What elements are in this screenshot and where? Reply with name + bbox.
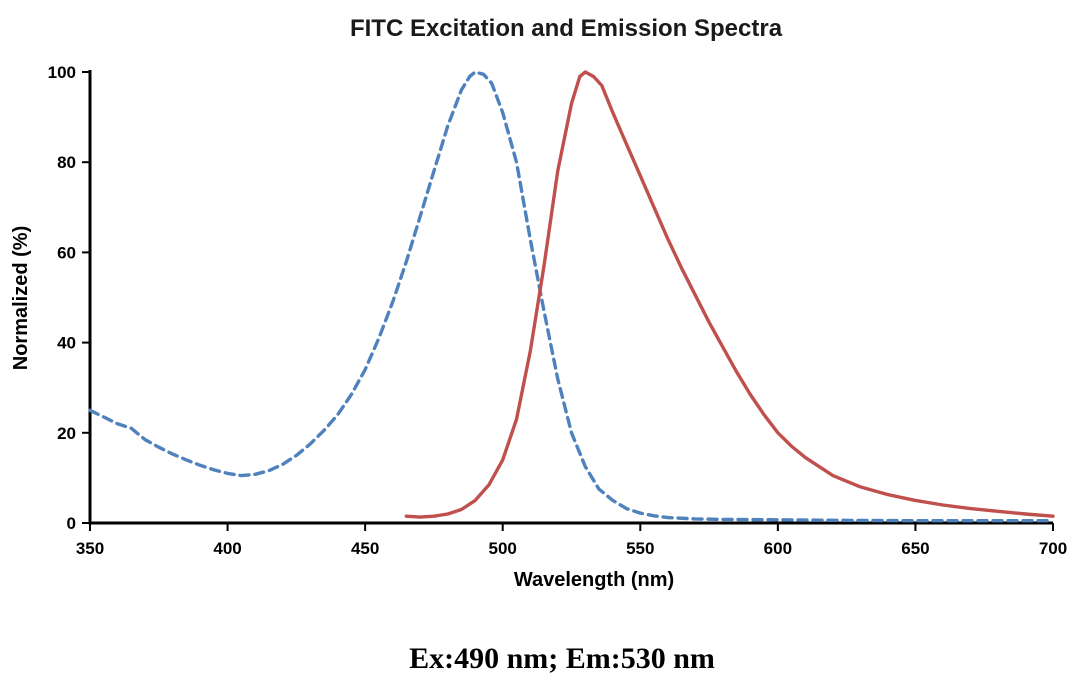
x-tick-label: 700 (1039, 539, 1067, 558)
series-line-excitation (88, 70, 1055, 523)
series-group (88, 70, 1055, 523)
x-tick-label: 650 (901, 539, 929, 558)
y-tick-label: 40 (57, 334, 76, 353)
y-tick-label: 20 (57, 424, 76, 443)
y-tick-label: 100 (48, 63, 76, 82)
x-tick-label: 350 (76, 539, 104, 558)
tick-group: 350 400 450 500 550 600 650 700 0 20 40 60 80 100 (48, 63, 1068, 558)
x-axis-label: Wavelength (nm) (514, 569, 674, 591)
x-tick-label: 550 (626, 539, 654, 558)
x-tick-label: 600 (764, 539, 792, 558)
chart-title: FITC Excitation and Emission Spectra (350, 15, 783, 42)
spectra-annotation: Ex:490 nm; Em:530 nm (409, 642, 715, 675)
x-tick-label: 500 (489, 539, 517, 558)
y-tick-label: 60 (57, 243, 76, 262)
x-tick-label: 400 (213, 539, 241, 558)
y-tick-label: 80 (57, 153, 76, 172)
series-line-emission (404, 70, 1055, 519)
y-tick-label: 0 (67, 514, 76, 533)
axes (88, 70, 1053, 525)
x-tick-label: 450 (351, 539, 379, 558)
y-axis-label: Normalized (%) (10, 226, 32, 370)
